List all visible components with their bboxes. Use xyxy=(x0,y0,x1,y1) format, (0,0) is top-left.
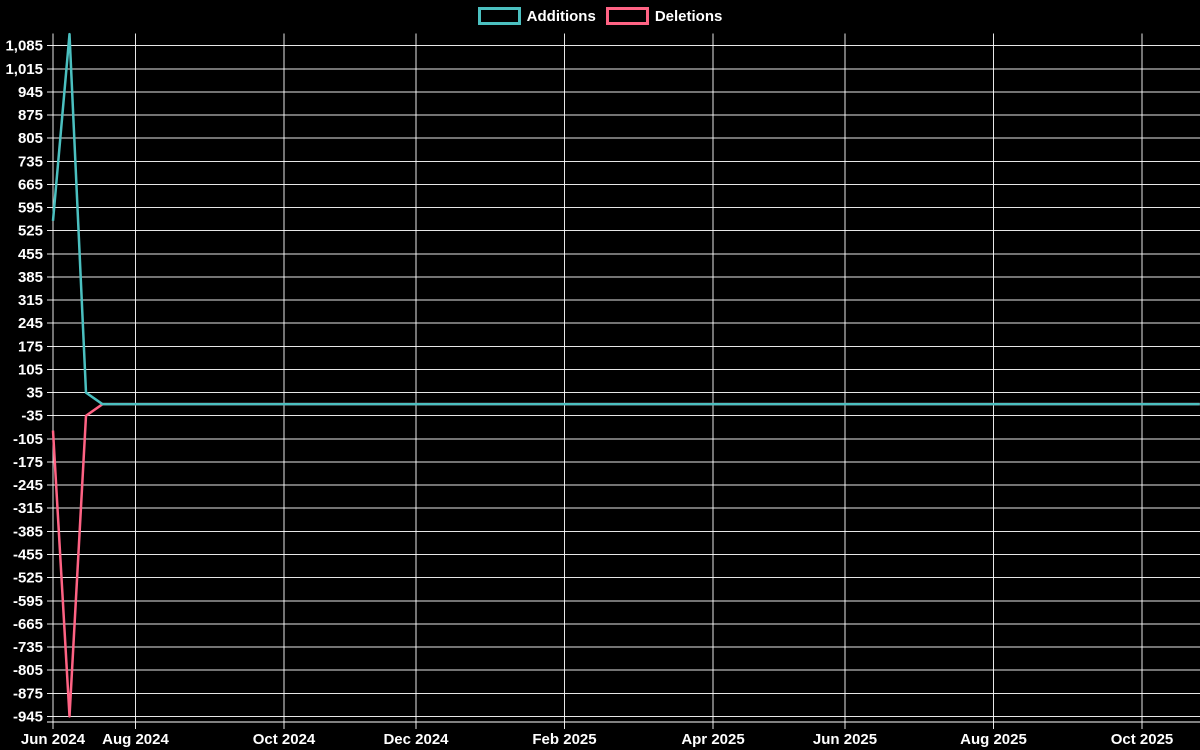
x-gridlines xyxy=(52,33,1143,729)
x-tick-labels: Jun 2024 Aug 2024 Oct 2024 Dec 2024 Feb 2025… xyxy=(21,731,1173,748)
x-tick-label: Oct 2024 xyxy=(253,731,316,748)
y-tick-label: 735 xyxy=(18,153,43,170)
y-tick-label: 175 xyxy=(18,338,43,355)
y-tick-labels: 1,085 1,015 945 875 805 735 665 595 525 455 385 315… xyxy=(5,38,43,726)
legend-label-deletions: Deletions xyxy=(654,7,723,25)
legend-label-additions: Additions xyxy=(526,7,596,25)
y-tick-label: -805 xyxy=(13,662,43,679)
y-tick-label: -665 xyxy=(13,616,43,633)
deletions-swatch-icon xyxy=(605,7,649,25)
y-tick-label: -455 xyxy=(13,547,43,564)
y-tick-label: -105 xyxy=(13,431,43,448)
y-tick-label: 875 xyxy=(18,107,43,124)
y-tick-label: 1,085 xyxy=(5,38,43,55)
x-tick-label: Jun 2025 xyxy=(813,731,877,748)
y-gridlines xyxy=(47,45,1200,717)
y-tick-label: -875 xyxy=(13,685,43,702)
y-tick-label: 595 xyxy=(18,200,43,217)
y-tick-label: 245 xyxy=(18,315,43,332)
x-tick-label: Aug 2025 xyxy=(960,731,1027,748)
x-tick-label: Feb 2025 xyxy=(532,731,596,748)
y-tick-label: 945 xyxy=(18,84,43,101)
y-tick-label: 455 xyxy=(18,246,43,263)
y-tick-label: 385 xyxy=(18,269,43,286)
y-tick-label: -175 xyxy=(13,454,43,471)
y-tick-label: -245 xyxy=(13,477,43,494)
chart-legend: Additions Deletions xyxy=(0,7,1200,25)
y-tick-label: -35 xyxy=(21,408,43,425)
additions-line xyxy=(51,32,1200,406)
y-tick-label: 315 xyxy=(18,292,43,309)
additions-swatch-icon xyxy=(477,7,521,25)
y-tick-label: -525 xyxy=(13,570,43,587)
y-tick-label: 35 xyxy=(26,385,43,402)
y-tick-label: 665 xyxy=(18,176,43,193)
x-tick-label: Jun 2024 xyxy=(21,731,86,748)
x-tick-label: Aug 2024 xyxy=(102,731,169,748)
deletions-line xyxy=(51,402,1200,718)
y-tick-label: 1,015 xyxy=(5,61,43,78)
y-tick-label: -595 xyxy=(13,593,43,610)
y-tick-label: -945 xyxy=(13,708,43,725)
x-tick-label: Oct 2025 xyxy=(1111,731,1174,748)
legend-item-additions[interactable]: Additions xyxy=(477,7,596,25)
x-tick-label: Apr 2025 xyxy=(681,731,744,748)
x-tick-label: Dec 2024 xyxy=(383,731,449,748)
y-tick-label: -735 xyxy=(13,639,43,656)
y-tick-label: 805 xyxy=(18,130,43,147)
y-tick-label: 105 xyxy=(18,361,43,378)
y-tick-label: -315 xyxy=(13,500,43,517)
legend-item-deletions[interactable]: Deletions xyxy=(605,7,723,25)
y-tick-label: -385 xyxy=(13,523,43,540)
y-tick-label: 525 xyxy=(18,223,43,240)
